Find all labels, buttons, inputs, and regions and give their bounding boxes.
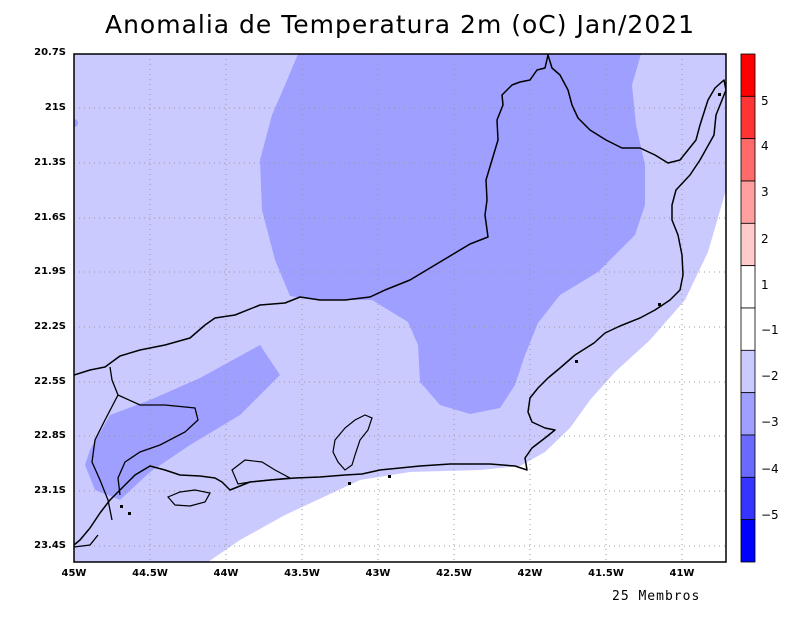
- anomaly-blob: [74, 119, 78, 127]
- grid: [74, 54, 726, 562]
- colorbar-label: −1: [761, 323, 779, 337]
- lat-label: 21.6S: [34, 212, 66, 223]
- colorbar-swatch: [740, 519, 756, 563]
- lat-label: 21.9S: [34, 266, 66, 277]
- colorbar: [740, 53, 756, 563]
- colorbar-swatch: [740, 138, 756, 182]
- lat-label: 23.4S: [34, 540, 66, 551]
- colorbar-label: 3: [761, 185, 769, 199]
- lon-label: 43.5W: [284, 568, 320, 579]
- lat-label: 21.3S: [34, 157, 66, 168]
- lat-label: 22.8S: [34, 430, 66, 441]
- colorbar-label: −4: [761, 462, 779, 476]
- colorbar-swatch: [740, 180, 756, 224]
- members-note: 25 Membros: [612, 589, 701, 604]
- colorbar-label: 5: [761, 94, 769, 108]
- lon-label: 45W: [61, 568, 87, 579]
- anomaly-field-neutral: [208, 190, 726, 562]
- colorbar-swatch: [740, 95, 756, 140]
- lat-label: 20.7S: [34, 47, 66, 58]
- colorbar-swatch: [740, 434, 756, 478]
- lon-label: 44.5W: [132, 568, 168, 579]
- lon-label: 44W: [213, 568, 239, 579]
- colorbar-label: 2: [761, 232, 769, 246]
- colorbar-label: −5: [761, 508, 779, 522]
- colorbar-swatch: [740, 476, 756, 521]
- anomaly-field-minus2-minus3: [260, 54, 645, 414]
- lon-label: 41W: [669, 568, 695, 579]
- colorbar-swatch: [740, 392, 756, 436]
- interior-boundary: [74, 366, 199, 548]
- colorbar-swatch: [740, 53, 756, 97]
- anomaly-field-minus2-minus3-sw: [85, 345, 280, 500]
- lon-label: 42W: [517, 568, 543, 579]
- ilha-grande: [166, 489, 211, 507]
- lat-label: 23.1S: [34, 485, 66, 496]
- lon-label: 43W: [365, 568, 391, 579]
- colorbar-label: −2: [761, 369, 779, 383]
- colorbar-swatch: [740, 265, 756, 309]
- colorbar-swatch: [740, 222, 756, 267]
- sepetiba-bay: [231, 459, 293, 485]
- state-boundary: [74, 54, 726, 546]
- colorbar-label: −3: [761, 415, 779, 429]
- map-title: Anomalia de Temperatura 2m (oC) Jan/2021: [104, 10, 696, 39]
- lat-label: 22.5S: [34, 376, 66, 387]
- lon-label: 42.5W: [436, 568, 472, 579]
- guanabara-bay: [332, 414, 373, 471]
- colorbar-label: 1: [761, 278, 769, 292]
- plot-frame: [73, 53, 727, 563]
- colorbar-swatch: [740, 349, 756, 394]
- lat-label: 22.2S: [34, 321, 66, 332]
- lat-label: 21S: [44, 102, 66, 113]
- colorbar-swatch: [740, 307, 756, 351]
- colorbar-label: 4: [761, 139, 769, 153]
- lon-label: 41.5W: [588, 568, 624, 579]
